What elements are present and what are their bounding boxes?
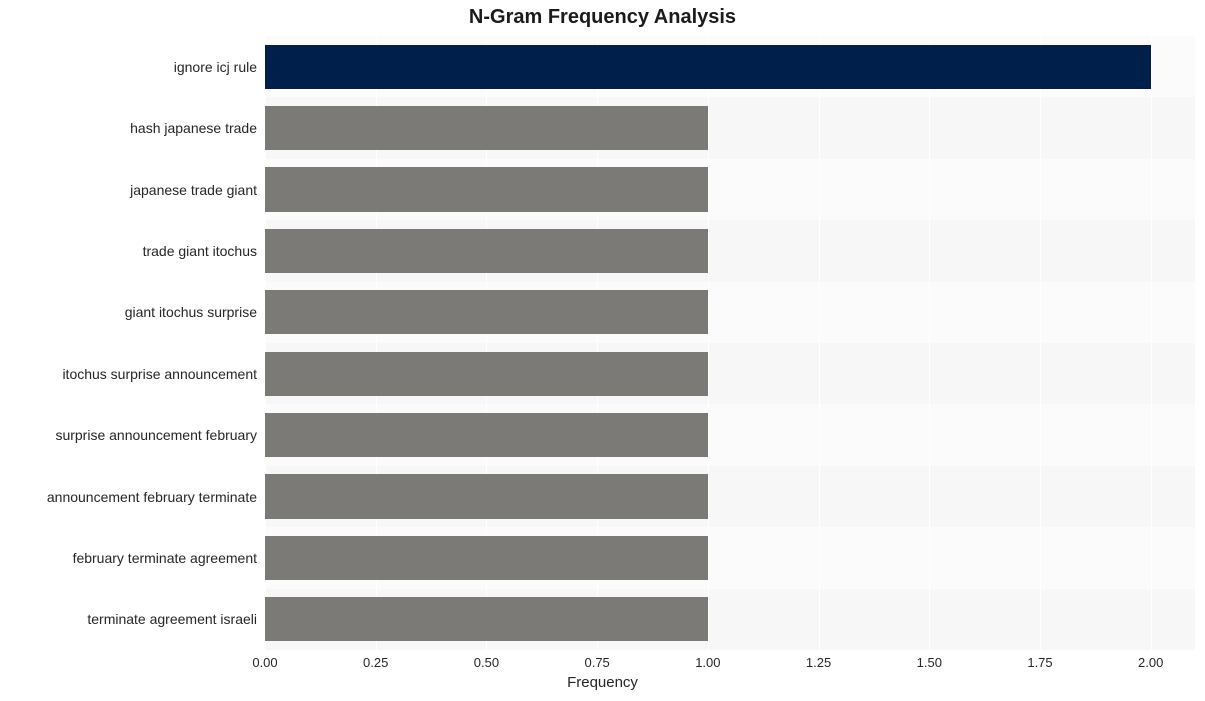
bar bbox=[265, 45, 1151, 89]
x-tick-label: 1.25 bbox=[806, 655, 831, 670]
chart-title: N-Gram Frequency Analysis bbox=[0, 6, 1205, 29]
y-tick-label: hash japanese trade bbox=[130, 120, 257, 136]
gridline bbox=[1040, 36, 1041, 650]
y-tick-label: terminate agreement israeli bbox=[87, 611, 257, 627]
x-tick-label: 2.00 bbox=[1138, 655, 1163, 670]
x-tick-label: 1.75 bbox=[1027, 655, 1052, 670]
y-tick-label: ignore icj rule bbox=[174, 59, 257, 75]
gridline bbox=[708, 36, 709, 650]
x-axis-label: Frequency bbox=[0, 674, 1205, 691]
bar bbox=[265, 167, 708, 211]
x-tick-label: 0.25 bbox=[363, 655, 388, 670]
bar bbox=[265, 474, 708, 518]
ngram-frequency-chart: N-Gram Frequency Analysis Frequency igno… bbox=[0, 0, 1205, 701]
y-tick-label: giant itochus surprise bbox=[125, 304, 257, 320]
gridline bbox=[819, 36, 820, 650]
x-tick-label: 1.50 bbox=[917, 655, 942, 670]
plot-area bbox=[265, 36, 1195, 650]
y-tick-label: japanese trade giant bbox=[130, 182, 257, 198]
x-tick-label: 0.50 bbox=[474, 655, 499, 670]
bar bbox=[265, 229, 708, 273]
y-tick-label: announcement february terminate bbox=[47, 489, 257, 505]
bar bbox=[265, 352, 708, 396]
y-tick-label: itochus surprise announcement bbox=[62, 366, 257, 382]
bar bbox=[265, 290, 708, 334]
x-tick-label: 0.75 bbox=[584, 655, 609, 670]
bar bbox=[265, 413, 708, 457]
y-tick-label: february terminate agreement bbox=[73, 550, 257, 566]
x-tick-label: 1.00 bbox=[695, 655, 720, 670]
bar bbox=[265, 597, 708, 641]
y-tick-label: surprise announcement february bbox=[55, 427, 257, 443]
bar bbox=[265, 536, 708, 580]
gridline bbox=[929, 36, 930, 650]
x-tick-label: 0.00 bbox=[252, 655, 277, 670]
bar bbox=[265, 106, 708, 150]
gridline bbox=[1151, 36, 1152, 650]
y-tick-label: trade giant itochus bbox=[143, 243, 257, 259]
